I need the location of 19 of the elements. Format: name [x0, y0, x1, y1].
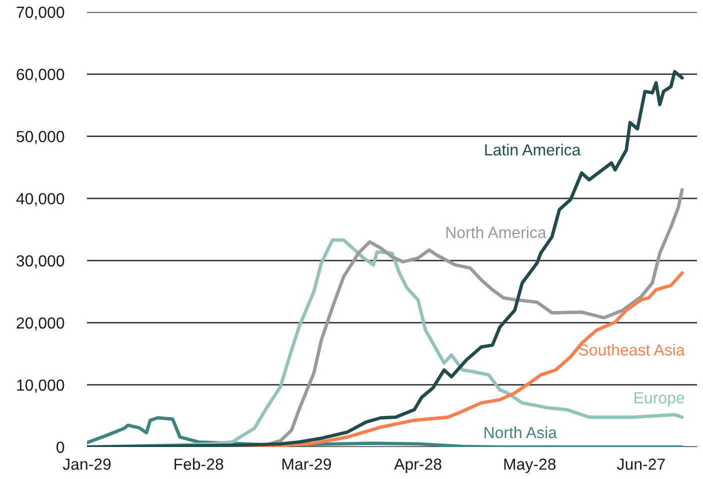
series-label: Europe: [634, 392, 684, 407]
x-tick-label: Feb-28: [174, 458, 224, 470]
series-label: North America: [446, 226, 546, 238]
x-tick-label: May-28: [504, 458, 556, 473]
y-tick-label: 30,000: [16, 255, 64, 268]
x-tick-label: Mar-29: [282, 458, 331, 470]
y-tick-label: 40,000: [16, 193, 64, 206]
y-tick-label: 60,000: [16, 68, 64, 82]
y-tick-label: 50,000: [16, 130, 64, 144]
y-tick-label: 10,000: [17, 379, 64, 393]
x-tick-label: Jun-27: [617, 458, 665, 470]
y-tick-label: 0: [56, 442, 64, 453]
series-label: Southeast Asia: [578, 344, 685, 356]
y-tick-label: 70,000: [16, 6, 64, 20]
x-tick-label: Apr-28: [394, 458, 442, 473]
series-label: Latin America: [485, 144, 581, 156]
x-tick-label: Jan-29: [62, 458, 111, 470]
series-label: North Asia: [484, 426, 557, 438]
y-tick-label: 20,000: [16, 317, 64, 331]
